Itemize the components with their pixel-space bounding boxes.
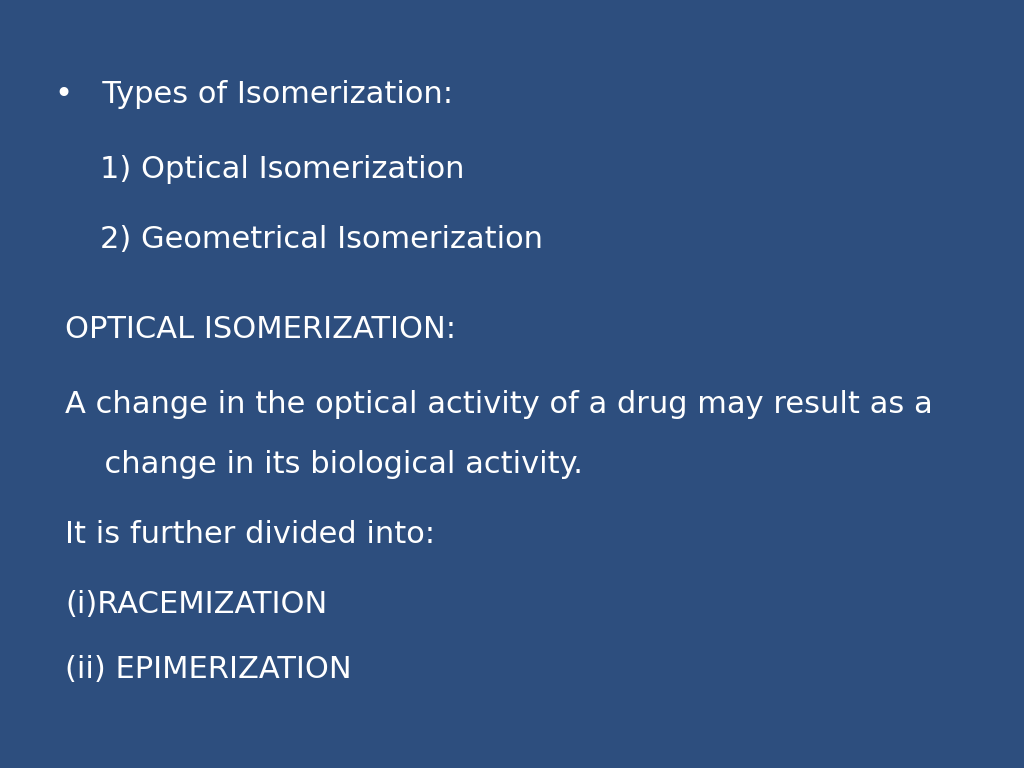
Text: A change in the optical activity of a drug may result as a: A change in the optical activity of a dr…: [65, 390, 933, 419]
Text: 1) Optical Isomerization: 1) Optical Isomerization: [100, 155, 465, 184]
Text: It is further divided into:: It is further divided into:: [65, 520, 435, 549]
Text: •   Types of Isomerization:: • Types of Isomerization:: [55, 80, 453, 109]
Text: change in its biological activity.: change in its biological activity.: [85, 450, 583, 479]
Text: OPTICAL ISOMERIZATION:: OPTICAL ISOMERIZATION:: [65, 315, 456, 344]
Text: (i)RACEMIZATION: (i)RACEMIZATION: [65, 590, 328, 619]
Text: 2) Geometrical Isomerization: 2) Geometrical Isomerization: [100, 225, 543, 254]
Text: (ii) EPIMERIZATION: (ii) EPIMERIZATION: [65, 655, 351, 684]
